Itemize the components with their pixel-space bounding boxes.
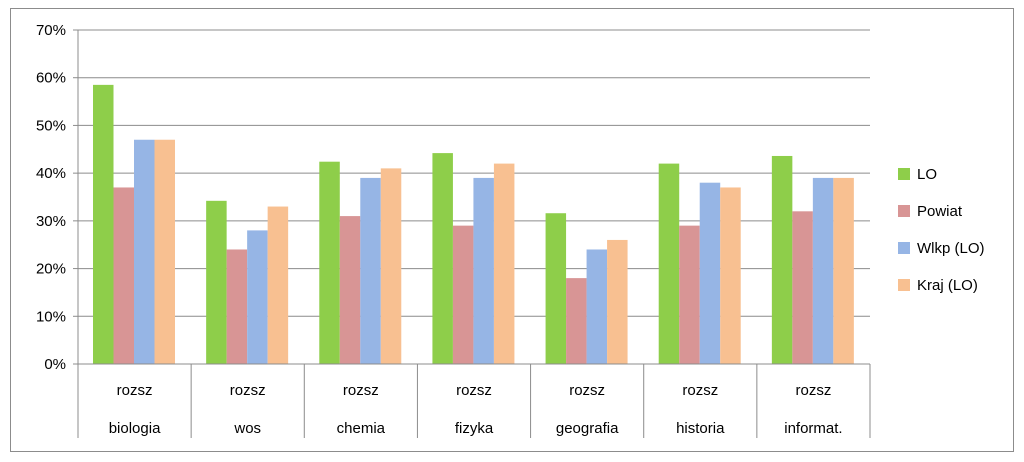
bar-kraj-lo-1 xyxy=(267,206,289,364)
x-category-label: rozsz xyxy=(230,382,266,399)
legend-label: LO xyxy=(917,166,937,183)
bar-lo-2 xyxy=(319,161,340,364)
bar-kraj-lo-5 xyxy=(720,187,741,364)
bar-wlkp-lo-6 xyxy=(812,177,834,364)
bar-kraj-lo-4 xyxy=(607,239,628,364)
legend-swatch xyxy=(898,279,910,291)
y-tick-label: 10% xyxy=(36,308,66,325)
legend-label: Wlkp (LO) xyxy=(917,240,985,257)
x-axis: rozsz biologia rozsz wos rozsz chemia rozsz fiz… xyxy=(77,30,871,438)
x-category-label: rozsz xyxy=(682,382,718,399)
x-category-label: fizyka xyxy=(455,420,494,437)
legend-label: Kraj (LO) xyxy=(917,277,978,294)
legend-swatch xyxy=(898,205,910,217)
bar-powiat-5 xyxy=(679,225,700,364)
x-category-label: historia xyxy=(676,420,725,437)
legend-swatch xyxy=(898,242,910,254)
bar-kraj-lo-6 xyxy=(833,177,854,364)
y-tick-label: 30% xyxy=(36,213,66,230)
bar-powiat-4 xyxy=(566,278,587,364)
bar-kraj-lo-3 xyxy=(493,163,515,364)
bar-wlkp-lo-4 xyxy=(586,249,608,364)
bar-lo-3 xyxy=(432,153,453,364)
y-tick-label: 70% xyxy=(36,22,66,39)
bar-lo-5 xyxy=(658,163,680,364)
y-tick-label: 60% xyxy=(36,70,66,87)
legend: LO Powiat Wlkp (LO) Kraj (LO) xyxy=(898,166,985,294)
x-category-label: rozsz xyxy=(796,382,832,399)
legend-swatch xyxy=(898,168,910,180)
x-category-label: rozsz xyxy=(343,382,379,399)
bar-lo-6 xyxy=(771,155,793,364)
x-category-label: geografia xyxy=(556,420,619,437)
bar-wlkp-lo-0 xyxy=(134,139,155,364)
x-category-label: rozsz xyxy=(456,382,492,399)
bar-powiat-1 xyxy=(226,249,248,364)
bar-kraj-lo-0 xyxy=(154,139,175,364)
bar-kraj-lo-2 xyxy=(380,168,402,364)
bar-powiat-2 xyxy=(339,216,361,364)
bar-lo-4 xyxy=(545,213,567,364)
y-tick-label: 20% xyxy=(36,261,66,278)
y-tick-label: 50% xyxy=(36,117,66,134)
bar-wlkp-lo-3 xyxy=(473,177,494,364)
x-category-label: rozsz xyxy=(117,382,153,399)
legend-label: Powiat xyxy=(917,203,963,220)
bar-powiat-3 xyxy=(452,225,474,364)
y-tick-label: 40% xyxy=(36,165,66,182)
bar-wlkp-lo-5 xyxy=(699,182,721,364)
x-category-label: rozsz xyxy=(569,382,605,399)
bar-lo-1 xyxy=(206,200,227,364)
x-category-label: wos xyxy=(233,420,261,437)
bar-powiat-6 xyxy=(792,211,813,364)
bar-lo-0 xyxy=(93,84,114,364)
x-category-label: chemia xyxy=(337,420,386,437)
bar-wlkp-lo-2 xyxy=(360,177,381,364)
y-axis-ticks: 0% 10% 20% 30% 40% 50% 60% 70% xyxy=(36,22,78,373)
y-tick-label: 0% xyxy=(44,356,66,373)
x-category-label: informat. xyxy=(784,420,842,437)
x-category-label: biologia xyxy=(109,420,161,437)
bar-powiat-0 xyxy=(113,187,134,364)
bar-wlkp-lo-1 xyxy=(247,230,268,364)
bars xyxy=(93,84,854,364)
